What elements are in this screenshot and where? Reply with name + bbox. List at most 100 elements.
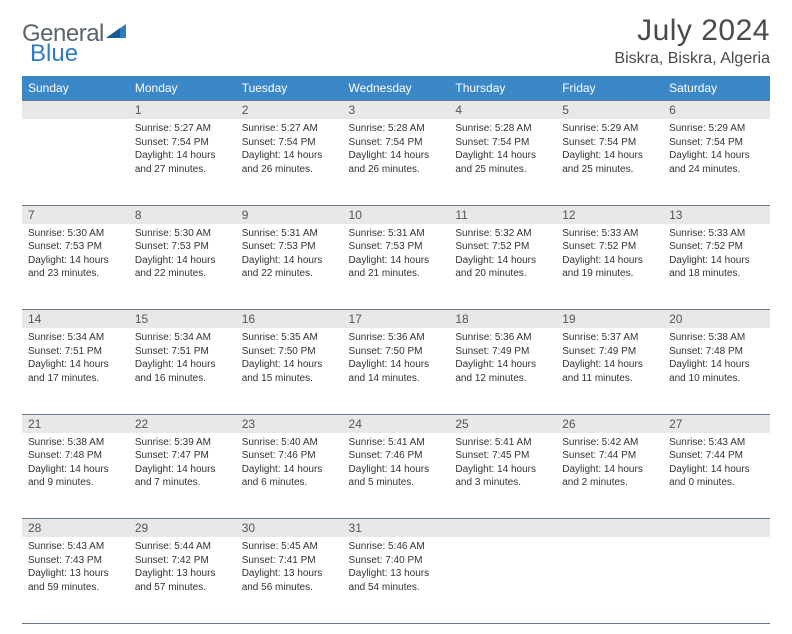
daylight-text: Daylight: 14 hours and 5 minutes. (349, 463, 444, 490)
sunset-text: Sunset: 7:54 PM (455, 136, 550, 150)
day-cell: Sunrise: 5:40 AMSunset: 7:46 PMDaylight:… (236, 433, 343, 519)
sunrise-text: Sunrise: 5:35 AM (242, 331, 337, 345)
sunrise-text: Sunrise: 5:33 AM (562, 227, 657, 241)
sunrise-text: Sunrise: 5:34 AM (135, 331, 230, 345)
sunset-text: Sunset: 7:53 PM (135, 240, 230, 254)
sunrise-text: Sunrise: 5:46 AM (349, 540, 444, 554)
sunset-text: Sunset: 7:48 PM (669, 345, 764, 359)
day-cell (556, 537, 663, 623)
sunset-text: Sunset: 7:45 PM (455, 449, 550, 463)
day-number: 9 (236, 205, 343, 224)
sunrise-text: Sunrise: 5:45 AM (242, 540, 337, 554)
sunrise-text: Sunrise: 5:32 AM (455, 227, 550, 241)
day-number: 27 (663, 414, 770, 433)
day-number-row: 28293031 (22, 519, 770, 538)
weekday-header: Tuesday (236, 76, 343, 101)
calendar-page: General July 2024 Biskra, Biskra, Algeri… (0, 0, 792, 634)
day-number: 21 (22, 414, 129, 433)
sunset-text: Sunset: 7:54 PM (135, 136, 230, 150)
day-cell (22, 119, 129, 205)
sunrise-text: Sunrise: 5:27 AM (135, 122, 230, 136)
daylight-text: Daylight: 14 hours and 22 minutes. (135, 254, 230, 281)
sunrise-text: Sunrise: 5:43 AM (669, 436, 764, 450)
sunrise-text: Sunrise: 5:33 AM (669, 227, 764, 241)
day-number: 28 (22, 519, 129, 538)
day-cell: Sunrise: 5:30 AMSunset: 7:53 PMDaylight:… (129, 224, 236, 310)
day-info-row: Sunrise: 5:38 AMSunset: 7:48 PMDaylight:… (22, 433, 770, 519)
sunset-text: Sunset: 7:52 PM (562, 240, 657, 254)
day-info-row: Sunrise: 5:43 AMSunset: 7:43 PMDaylight:… (22, 537, 770, 623)
daylight-text: Daylight: 13 hours and 57 minutes. (135, 567, 230, 594)
sunrise-text: Sunrise: 5:38 AM (28, 436, 123, 450)
weekday-header: Thursday (449, 76, 556, 101)
day-number: 8 (129, 205, 236, 224)
sunset-text: Sunset: 7:53 PM (242, 240, 337, 254)
day-number: 10 (343, 205, 450, 224)
daylight-text: Daylight: 14 hours and 2 minutes. (562, 463, 657, 490)
daylight-text: Daylight: 14 hours and 11 minutes. (562, 358, 657, 385)
sunrise-text: Sunrise: 5:28 AM (455, 122, 550, 136)
sunset-text: Sunset: 7:47 PM (135, 449, 230, 463)
sunset-text: Sunset: 7:54 PM (669, 136, 764, 150)
day-cell: Sunrise: 5:44 AMSunset: 7:42 PMDaylight:… (129, 537, 236, 623)
day-number: 13 (663, 205, 770, 224)
day-number: 2 (236, 101, 343, 120)
weekday-header: Friday (556, 76, 663, 101)
day-cell: Sunrise: 5:38 AMSunset: 7:48 PMDaylight:… (663, 328, 770, 414)
day-number: 19 (556, 310, 663, 329)
day-cell: Sunrise: 5:35 AMSunset: 7:50 PMDaylight:… (236, 328, 343, 414)
sunset-text: Sunset: 7:48 PM (28, 449, 123, 463)
daylight-text: Daylight: 13 hours and 59 minutes. (28, 567, 123, 594)
day-cell: Sunrise: 5:27 AMSunset: 7:54 PMDaylight:… (129, 119, 236, 205)
weekday-header: Monday (129, 76, 236, 101)
calendar-table: Sunday Monday Tuesday Wednesday Thursday… (22, 76, 770, 624)
day-number: 12 (556, 205, 663, 224)
day-number-row: 14151617181920 (22, 310, 770, 329)
day-cell (663, 537, 770, 623)
day-cell: Sunrise: 5:36 AMSunset: 7:49 PMDaylight:… (449, 328, 556, 414)
sunset-text: Sunset: 7:44 PM (669, 449, 764, 463)
sunset-text: Sunset: 7:54 PM (349, 136, 444, 150)
location-text: Biskra, Biskra, Algeria (614, 50, 770, 68)
sunrise-text: Sunrise: 5:36 AM (455, 331, 550, 345)
title-block: July 2024 Biskra, Biskra, Algeria (614, 14, 770, 68)
daylight-text: Daylight: 14 hours and 9 minutes. (28, 463, 123, 490)
daylight-text: Daylight: 14 hours and 23 minutes. (28, 254, 123, 281)
sunset-text: Sunset: 7:42 PM (135, 554, 230, 568)
daylight-text: Daylight: 14 hours and 26 minutes. (242, 149, 337, 176)
day-cell: Sunrise: 5:30 AMSunset: 7:53 PMDaylight:… (22, 224, 129, 310)
sunset-text: Sunset: 7:43 PM (28, 554, 123, 568)
day-number: 11 (449, 205, 556, 224)
day-cell: Sunrise: 5:27 AMSunset: 7:54 PMDaylight:… (236, 119, 343, 205)
sunrise-text: Sunrise: 5:36 AM (349, 331, 444, 345)
daylight-text: Daylight: 14 hours and 7 minutes. (135, 463, 230, 490)
day-number (449, 519, 556, 538)
sunrise-text: Sunrise: 5:43 AM (28, 540, 123, 554)
daylight-text: Daylight: 14 hours and 20 minutes. (455, 254, 550, 281)
sunset-text: Sunset: 7:44 PM (562, 449, 657, 463)
day-number-row: 123456 (22, 101, 770, 120)
sunset-text: Sunset: 7:40 PM (349, 554, 444, 568)
daylight-text: Daylight: 14 hours and 12 minutes. (455, 358, 550, 385)
day-number (663, 519, 770, 538)
sunset-text: Sunset: 7:50 PM (242, 345, 337, 359)
day-cell: Sunrise: 5:31 AMSunset: 7:53 PMDaylight:… (343, 224, 450, 310)
sunrise-text: Sunrise: 5:31 AM (349, 227, 444, 241)
sunset-text: Sunset: 7:54 PM (242, 136, 337, 150)
sunrise-text: Sunrise: 5:28 AM (349, 122, 444, 136)
daylight-text: Daylight: 14 hours and 3 minutes. (455, 463, 550, 490)
daylight-text: Daylight: 14 hours and 10 minutes. (669, 358, 764, 385)
day-number: 1 (129, 101, 236, 120)
daylight-text: Daylight: 14 hours and 18 minutes. (669, 254, 764, 281)
day-cell: Sunrise: 5:33 AMSunset: 7:52 PMDaylight:… (556, 224, 663, 310)
daylight-text: Daylight: 14 hours and 17 minutes. (28, 358, 123, 385)
day-number: 31 (343, 519, 450, 538)
day-cell: Sunrise: 5:45 AMSunset: 7:41 PMDaylight:… (236, 537, 343, 623)
day-cell (449, 537, 556, 623)
sunset-text: Sunset: 7:49 PM (455, 345, 550, 359)
day-cell: Sunrise: 5:36 AMSunset: 7:50 PMDaylight:… (343, 328, 450, 414)
day-info-row: Sunrise: 5:27 AMSunset: 7:54 PMDaylight:… (22, 119, 770, 205)
day-cell: Sunrise: 5:29 AMSunset: 7:54 PMDaylight:… (556, 119, 663, 205)
sunrise-text: Sunrise: 5:37 AM (562, 331, 657, 345)
day-cell: Sunrise: 5:41 AMSunset: 7:46 PMDaylight:… (343, 433, 450, 519)
